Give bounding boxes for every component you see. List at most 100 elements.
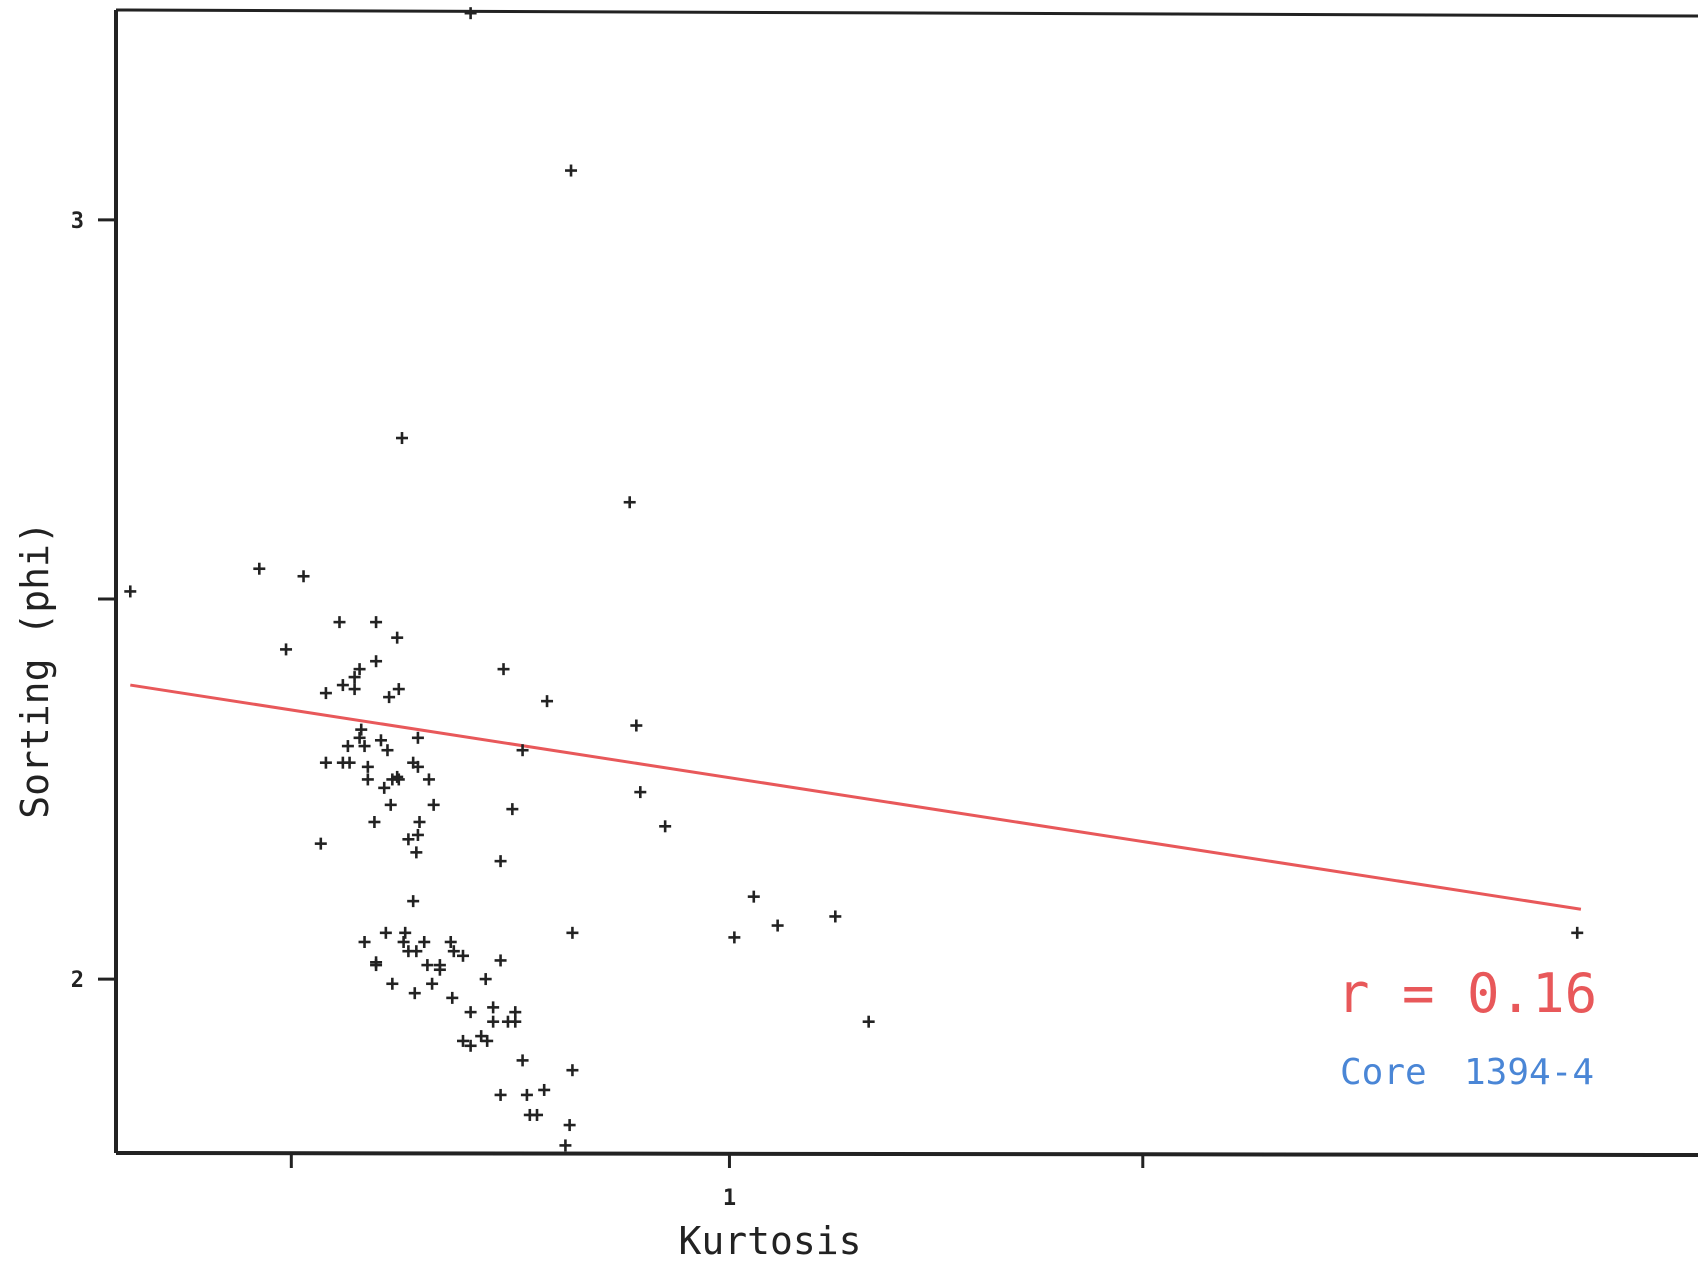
data-point bbox=[395, 432, 408, 445]
data-point bbox=[418, 935, 431, 948]
data-point bbox=[391, 631, 404, 644]
data-point bbox=[408, 987, 421, 1000]
data-point bbox=[566, 926, 579, 939]
core-id-label: 1394-4 bbox=[1464, 1052, 1594, 1093]
data-point bbox=[516, 744, 529, 757]
data-point bbox=[487, 1001, 500, 1014]
data-point bbox=[370, 959, 383, 972]
data-point bbox=[531, 1108, 544, 1121]
data-point bbox=[538, 1083, 551, 1096]
data-point bbox=[280, 643, 293, 656]
data-point bbox=[378, 781, 391, 794]
x-tick-label: 1 bbox=[723, 1186, 736, 1211]
data-point bbox=[446, 991, 459, 1004]
data-point bbox=[565, 164, 578, 177]
data-point bbox=[379, 926, 392, 939]
data-point bbox=[509, 1015, 522, 1028]
data-point bbox=[630, 719, 643, 732]
data-point bbox=[559, 1139, 572, 1152]
data-point bbox=[541, 695, 554, 708]
data-point bbox=[353, 663, 366, 676]
data-point bbox=[333, 616, 346, 629]
data-point bbox=[516, 1054, 529, 1067]
data-point bbox=[314, 837, 327, 850]
data-point bbox=[634, 786, 647, 799]
data-point bbox=[421, 959, 434, 972]
correlation-label: r = 0.16 bbox=[1337, 962, 1597, 1025]
data-point bbox=[407, 895, 420, 908]
data-point bbox=[386, 977, 399, 990]
data-point bbox=[343, 756, 356, 769]
data-point bbox=[402, 833, 415, 846]
data-point bbox=[410, 846, 423, 859]
data-point bbox=[361, 760, 374, 773]
data-point bbox=[399, 926, 412, 939]
data-point bbox=[829, 910, 842, 923]
data-point bbox=[407, 756, 420, 769]
data-points bbox=[124, 7, 1584, 1152]
data-point bbox=[411, 731, 424, 744]
y-ticks: 23 bbox=[71, 209, 116, 993]
data-point bbox=[358, 740, 371, 753]
data-point bbox=[319, 756, 332, 769]
data-point bbox=[566, 1064, 579, 1077]
data-point bbox=[384, 798, 397, 811]
y-axis-title: Sorting (phi) bbox=[13, 521, 57, 818]
data-point bbox=[319, 687, 332, 700]
data-point bbox=[456, 949, 469, 962]
data-point bbox=[456, 1034, 469, 1047]
data-point bbox=[464, 1006, 477, 1019]
data-point bbox=[413, 815, 426, 828]
data-point bbox=[341, 740, 354, 753]
data-point bbox=[397, 935, 410, 948]
data-point bbox=[479, 973, 492, 986]
data-point bbox=[253, 562, 266, 575]
data-point bbox=[520, 1088, 533, 1101]
y-tick-label: 2 bbox=[71, 968, 84, 993]
data-point bbox=[447, 945, 460, 958]
core-label: Core bbox=[1340, 1052, 1427, 1093]
data-point bbox=[370, 655, 383, 668]
data-point bbox=[1571, 926, 1584, 939]
fit-line bbox=[130, 683, 1582, 911]
data-point bbox=[464, 7, 477, 20]
data-point bbox=[771, 919, 784, 932]
data-point bbox=[464, 1039, 477, 1052]
data-point bbox=[494, 1088, 507, 1101]
x-axis-line bbox=[115, 1151, 1698, 1157]
data-point bbox=[427, 798, 440, 811]
data-point bbox=[297, 570, 310, 583]
data-point bbox=[355, 723, 368, 736]
x-axis-title: Kurtosis bbox=[678, 1219, 861, 1263]
plot-frame bbox=[114, 8, 1698, 1157]
data-point bbox=[747, 890, 760, 903]
data-point bbox=[336, 679, 349, 692]
data-point bbox=[494, 855, 507, 868]
x-ticks: 1 bbox=[289, 1153, 1145, 1211]
data-point bbox=[370, 616, 383, 629]
data-point bbox=[506, 803, 519, 816]
data-point bbox=[659, 820, 672, 833]
data-point bbox=[426, 977, 439, 990]
data-point bbox=[374, 734, 387, 747]
data-point bbox=[383, 691, 396, 704]
data-point bbox=[124, 585, 137, 598]
data-point bbox=[422, 773, 435, 786]
data-point bbox=[475, 1030, 488, 1043]
data-point bbox=[494, 954, 507, 967]
data-point bbox=[348, 683, 361, 696]
data-point bbox=[433, 963, 446, 976]
data-point bbox=[497, 663, 510, 676]
data-point bbox=[358, 935, 371, 948]
data-point bbox=[368, 815, 381, 828]
data-point bbox=[623, 496, 636, 509]
y-tick-label: 3 bbox=[71, 209, 84, 234]
data-point bbox=[391, 770, 404, 783]
data-point bbox=[862, 1015, 875, 1028]
data-point bbox=[381, 744, 394, 757]
data-point bbox=[411, 828, 424, 841]
data-point bbox=[728, 931, 741, 944]
data-point bbox=[392, 683, 405, 696]
data-point bbox=[444, 935, 457, 948]
